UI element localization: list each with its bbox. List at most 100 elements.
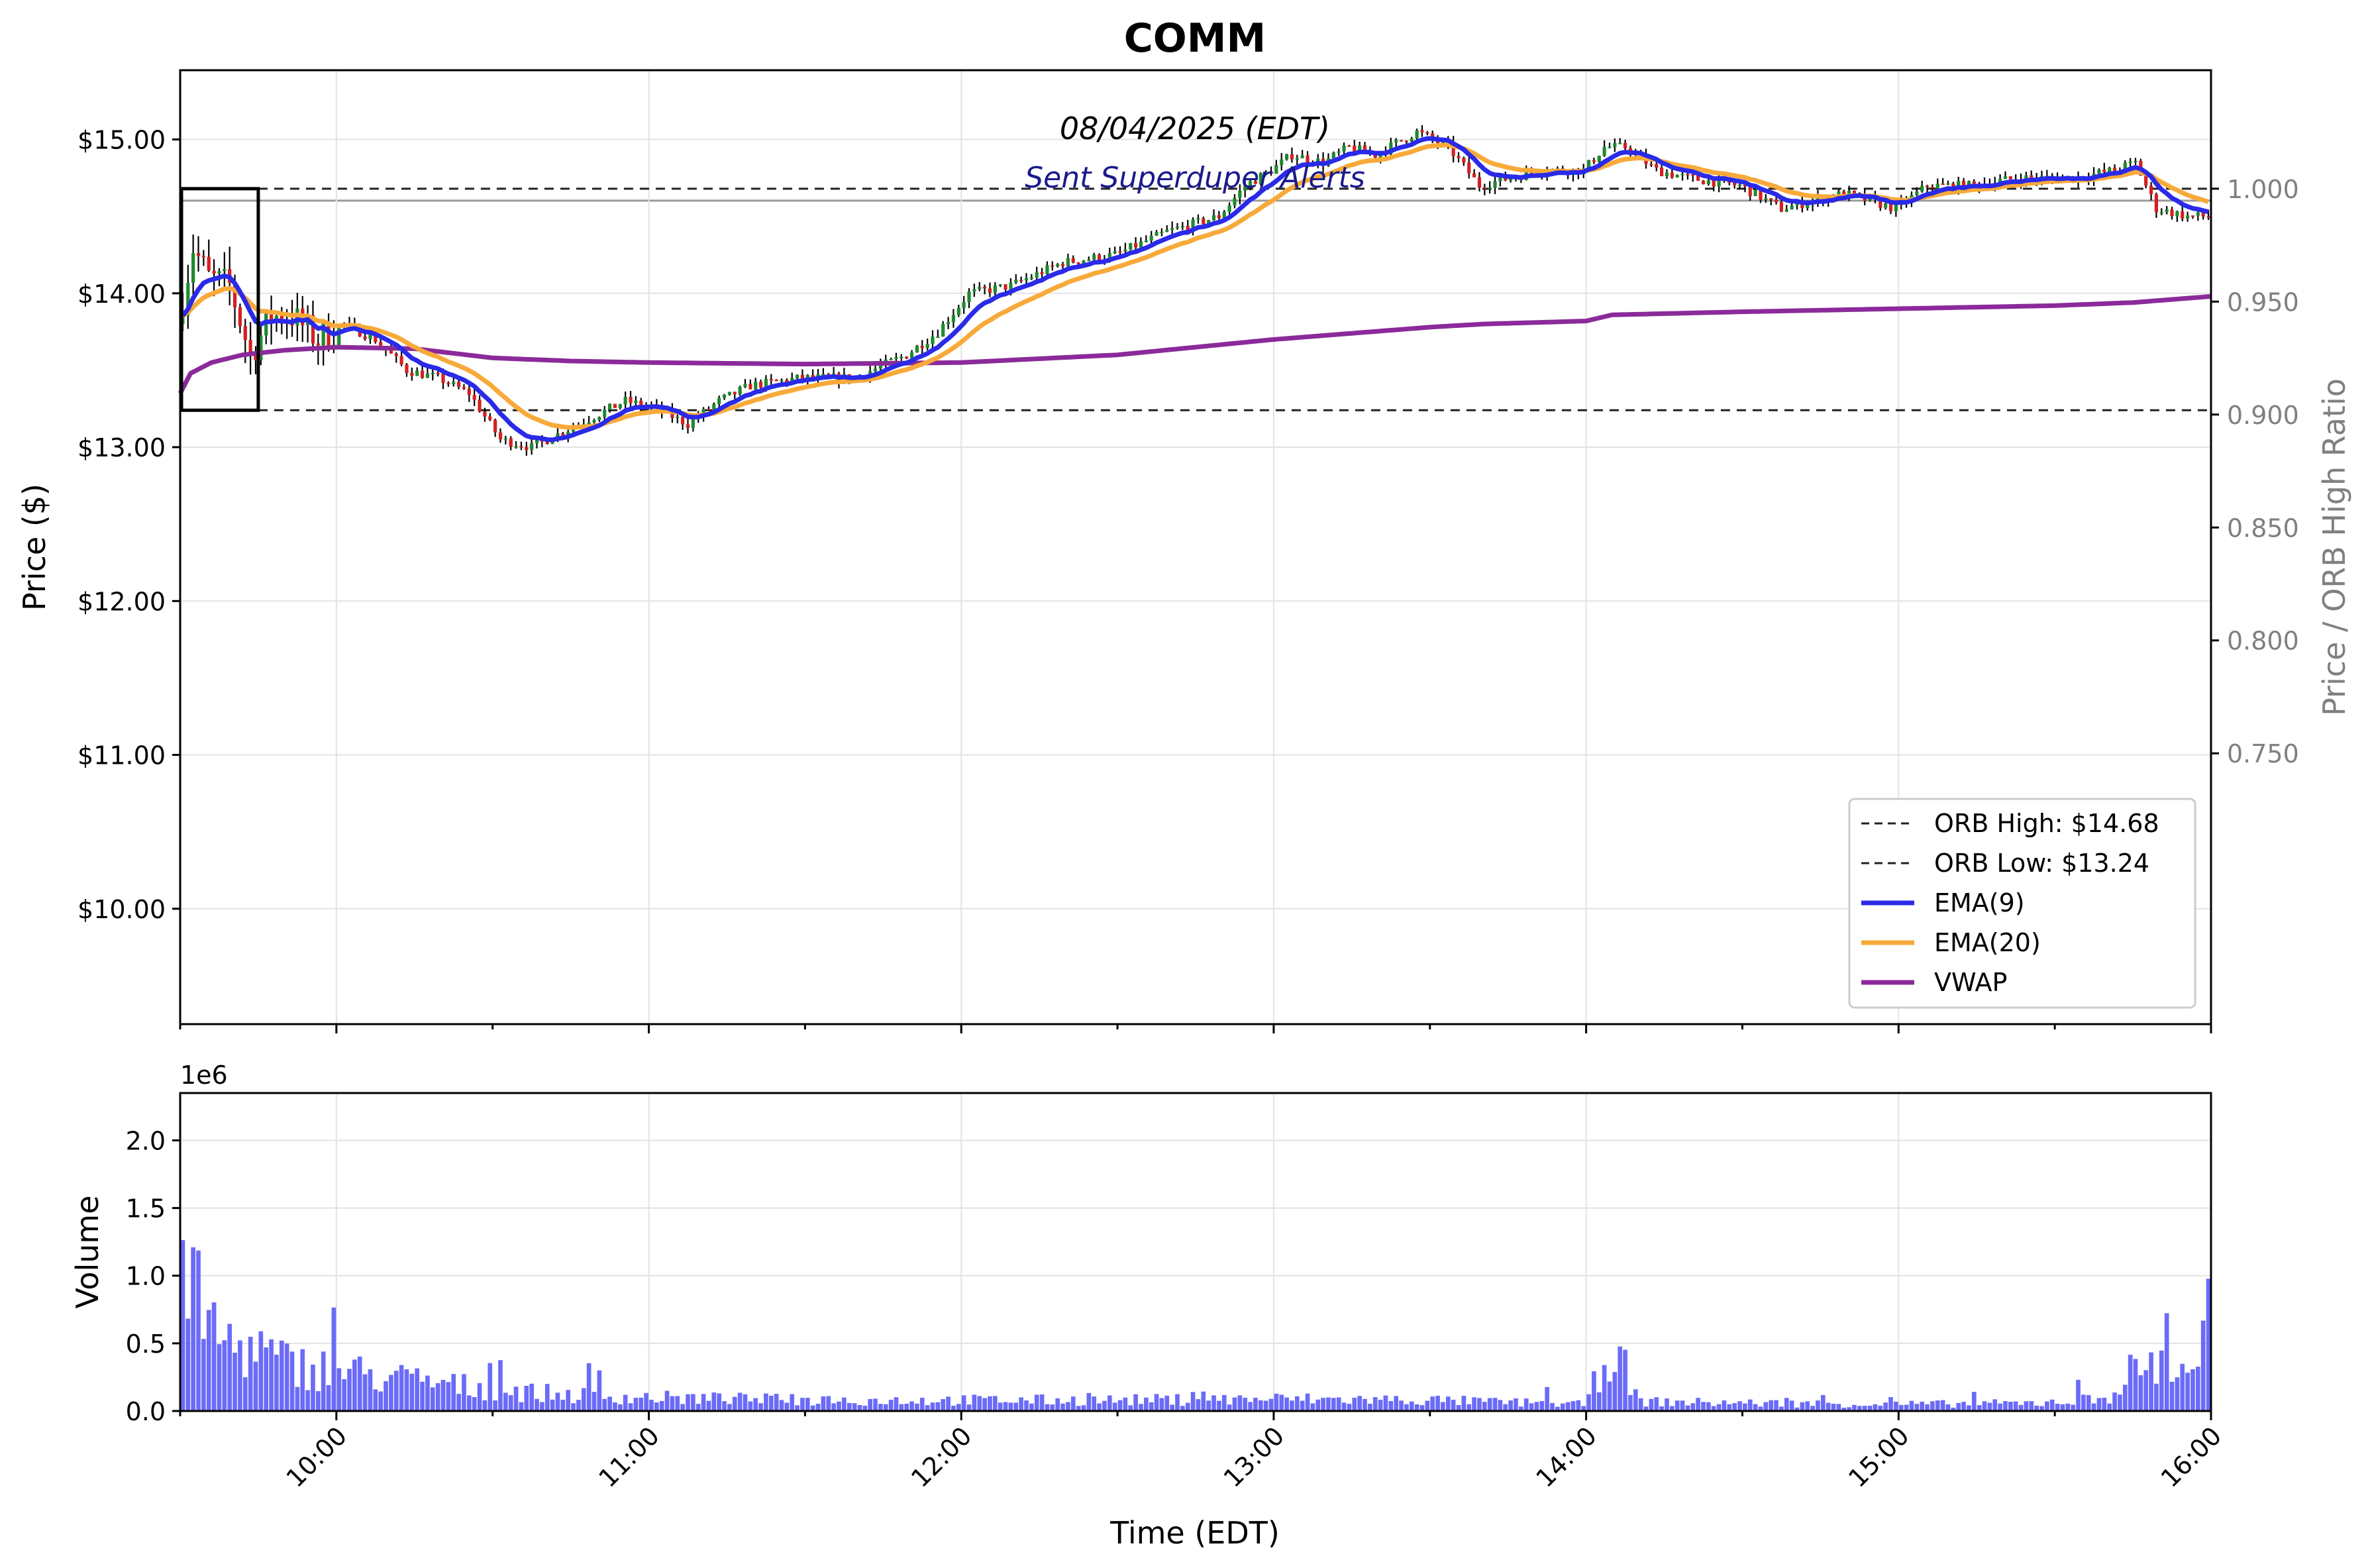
volume-bar [993, 1396, 998, 1411]
volume-bar [758, 1403, 763, 1411]
candle-body [748, 384, 752, 390]
volume-bar [1039, 1394, 1045, 1411]
candle-body [900, 356, 903, 358]
ratio-tick-label: 0.850 [2227, 513, 2299, 543]
volume-bar [1784, 1398, 1789, 1411]
volume-bar [477, 1383, 482, 1411]
candle-body [1029, 277, 1033, 279]
volume-bar [2029, 1401, 2034, 1411]
volume-bar [1128, 1405, 1133, 1411]
volume-tick-label: 1.5 [126, 1194, 166, 1224]
volume-bar [998, 1402, 1003, 1411]
candle-body [425, 373, 430, 378]
volume-bar [206, 1310, 211, 1411]
volume-bar [675, 1396, 680, 1411]
volume-bar [706, 1400, 711, 1411]
candle-body [316, 343, 320, 346]
volume-bar [1024, 1400, 1029, 1411]
volume-bar [743, 1394, 748, 1411]
candle-body [597, 417, 601, 421]
candle-body [1706, 180, 1710, 185]
candle-body [1347, 145, 1351, 147]
volume-bar [1612, 1372, 1618, 1411]
candle-body [1415, 130, 1419, 138]
volume-bar [695, 1404, 701, 1411]
volume-bar [800, 1398, 805, 1411]
ratio-axis-label: Price / ORB High Ratio [2316, 378, 2352, 716]
candle-body [1737, 184, 1742, 186]
candle-body [1170, 228, 1174, 231]
volume-bar [1034, 1394, 1039, 1411]
candle-body [1425, 132, 1429, 134]
volume-bar [566, 1390, 571, 1411]
volume-bar [1878, 1406, 1883, 1411]
volume-bar [1248, 1402, 1253, 1411]
volume-bar [1633, 1389, 1638, 1411]
volume-bar [321, 1351, 326, 1411]
candle-body [1358, 145, 1362, 152]
legend: ORB High: $14.68 ORB Low: $13.24 EMA(9) EMA… [1848, 798, 2196, 1009]
candle-body [399, 356, 403, 365]
candle-body [561, 433, 565, 436]
volume-bar [2091, 1403, 2096, 1411]
volume-bar [805, 1398, 810, 1411]
volume-bar [389, 1375, 393, 1411]
candle-body [1071, 258, 1075, 263]
legend-frame [1848, 798, 2196, 1009]
candle-body [1759, 189, 1763, 200]
volume-bar [1940, 1400, 1945, 1411]
candle-body [207, 256, 211, 271]
candle-body [1696, 175, 1700, 181]
candle-body [1207, 220, 1211, 225]
candle-body [936, 336, 940, 338]
volume-bar [1201, 1391, 1206, 1411]
candle-body [1019, 280, 1023, 282]
volume-bar [670, 1396, 675, 1411]
volume-bar [1701, 1402, 1706, 1411]
candle-body [629, 397, 633, 403]
volume-plot-frame [179, 1092, 2212, 1412]
candle-body [931, 337, 935, 344]
volume-bar [852, 1403, 857, 1411]
candle-body [925, 344, 929, 348]
candle-body [790, 378, 794, 383]
candle-body [1014, 280, 1018, 283]
volume-bar [253, 1361, 258, 1411]
candle-body [1165, 230, 1169, 232]
volume-bar [1154, 1394, 1159, 1411]
volume-bar [466, 1395, 472, 1411]
candle-body [613, 403, 617, 408]
candle-body [321, 323, 325, 346]
candle-body [1009, 282, 1013, 290]
candle-body [2097, 170, 2101, 174]
candle-body [186, 282, 190, 316]
vwap-line [178, 293, 2212, 395]
volume-bar [238, 1340, 242, 1411]
volume-bar [727, 1404, 732, 1411]
candle-body [1597, 156, 1601, 162]
candle-body [821, 374, 825, 376]
volume-bar [842, 1397, 847, 1411]
candle-body [1712, 180, 1716, 187]
date-annotation: 08/04/2025 (EDT) [1060, 111, 1330, 146]
volume-bar [1920, 1401, 1925, 1411]
candle-body [618, 404, 622, 408]
candle-body [587, 422, 591, 425]
candle-body [1686, 174, 1690, 176]
volume-bar [784, 1402, 790, 1411]
volume-bar [1935, 1400, 1940, 1411]
candle-body [488, 416, 492, 420]
candle-body [1852, 191, 1857, 193]
volume-bar [384, 1381, 388, 1411]
volume-bar [1196, 1399, 1201, 1411]
candle-body [1493, 181, 1497, 188]
volume-bar [2175, 1377, 2180, 1411]
volume-bar [258, 1331, 264, 1411]
candle-body [722, 394, 727, 398]
volume-bar [1925, 1404, 1930, 1411]
volume-bar [1607, 1381, 1612, 1411]
volume-bar [311, 1364, 315, 1411]
volume-bar [1951, 1407, 1956, 1411]
volume-bar [1685, 1405, 1690, 1411]
volume-bar [191, 1247, 195, 1411]
